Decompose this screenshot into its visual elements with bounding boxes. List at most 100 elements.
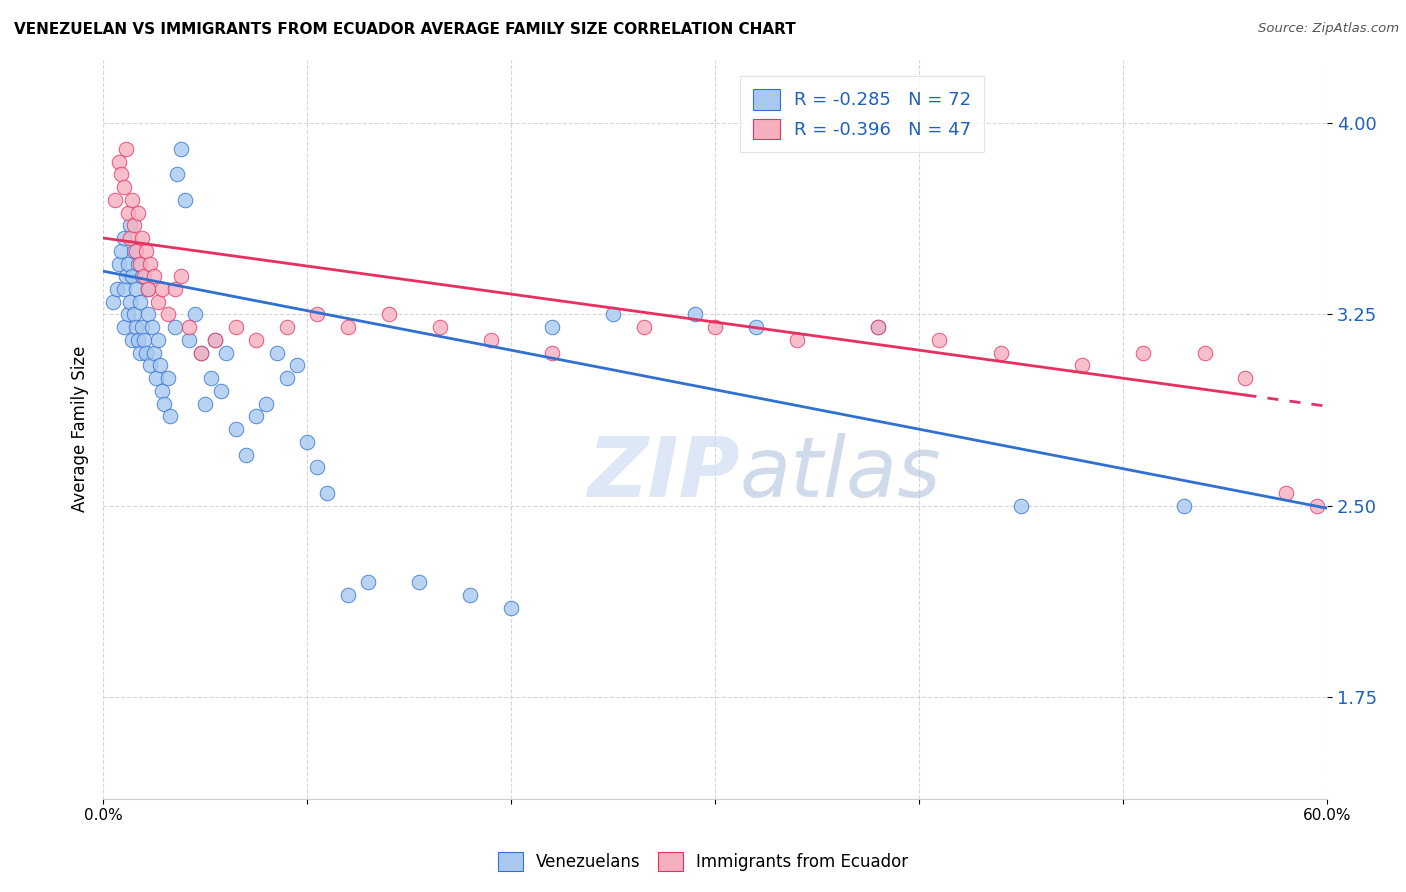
Point	[169, 269, 191, 284]
Point	[1173, 499, 1195, 513]
Point	[190, 345, 212, 359]
Point	[1071, 359, 1094, 373]
Point	[357, 575, 380, 590]
Point	[177, 333, 200, 347]
Point	[377, 308, 399, 322]
Point	[121, 193, 143, 207]
Point	[928, 333, 950, 347]
Legend: R = -0.285   N = 72, R = -0.396   N = 47: R = -0.285 N = 72, R = -0.396 N = 47	[740, 76, 984, 152]
Point	[173, 193, 195, 207]
Point	[122, 219, 145, 233]
Point	[139, 359, 162, 373]
Point	[163, 282, 186, 296]
Point	[307, 308, 329, 322]
Point	[136, 282, 159, 296]
Point	[479, 333, 502, 347]
Point	[114, 142, 136, 156]
Point	[266, 345, 288, 359]
Point	[204, 333, 226, 347]
Point	[135, 345, 157, 359]
Point	[131, 231, 153, 245]
Point	[128, 256, 150, 270]
Point	[200, 371, 222, 385]
Point	[127, 256, 149, 270]
Point	[114, 269, 136, 284]
Point	[254, 397, 277, 411]
Point	[1275, 486, 1298, 500]
Point	[118, 294, 141, 309]
Point	[1132, 345, 1154, 359]
Point	[128, 345, 150, 359]
Point	[131, 320, 153, 334]
Point	[108, 154, 131, 169]
Legend: Venezuelans, Immigrants from Ecuador: Venezuelans, Immigrants from Ecuador	[489, 843, 917, 880]
Point	[143, 345, 166, 359]
Point	[112, 320, 135, 334]
Point	[225, 320, 247, 334]
Point	[108, 256, 131, 270]
Point	[149, 359, 172, 373]
Point	[1010, 499, 1032, 513]
Point	[148, 333, 170, 347]
Point	[110, 244, 132, 258]
Point	[145, 371, 167, 385]
Point	[131, 269, 153, 284]
Point	[118, 219, 141, 233]
Point	[141, 320, 163, 334]
Y-axis label: Average Family Size: Average Family Size	[72, 346, 89, 512]
Point	[285, 359, 308, 373]
Point	[458, 588, 481, 602]
Point	[316, 486, 339, 500]
Point	[177, 320, 200, 334]
Point	[276, 320, 298, 334]
Point	[122, 308, 145, 322]
Point	[245, 333, 267, 347]
Point	[190, 345, 212, 359]
Point	[132, 269, 155, 284]
Point	[127, 205, 149, 219]
Point	[204, 333, 226, 347]
Point	[868, 320, 890, 334]
Point	[121, 269, 143, 284]
Point	[336, 320, 359, 334]
Point	[136, 308, 159, 322]
Point	[143, 269, 166, 284]
Point	[110, 167, 132, 181]
Point	[235, 448, 257, 462]
Point	[125, 282, 148, 296]
Point	[128, 294, 150, 309]
Point	[121, 333, 143, 347]
Point	[117, 308, 139, 322]
Point	[118, 231, 141, 245]
Point	[107, 282, 129, 296]
Point	[169, 142, 191, 156]
Point	[122, 244, 145, 258]
Point	[307, 460, 329, 475]
Point	[541, 345, 564, 359]
Text: atlas: atlas	[740, 433, 941, 514]
Point	[148, 294, 170, 309]
Point	[104, 193, 127, 207]
Point	[499, 600, 522, 615]
Point	[295, 434, 318, 449]
Point	[136, 282, 159, 296]
Point	[150, 384, 173, 398]
Point	[1194, 345, 1216, 359]
Point	[541, 320, 564, 334]
Point	[194, 397, 217, 411]
Text: VENEZUELAN VS IMMIGRANTS FROM ECUADOR AVERAGE FAMILY SIZE CORRELATION CHART: VENEZUELAN VS IMMIGRANTS FROM ECUADOR AV…	[14, 22, 796, 37]
Text: ZIP: ZIP	[586, 433, 740, 514]
Point	[683, 308, 706, 322]
Point	[429, 320, 451, 334]
Point	[225, 422, 247, 436]
Point	[786, 333, 808, 347]
Point	[117, 205, 139, 219]
Point	[408, 575, 430, 590]
Point	[117, 256, 139, 270]
Point	[704, 320, 727, 334]
Point	[163, 320, 186, 334]
Point	[139, 256, 162, 270]
Point	[127, 333, 149, 347]
Point	[132, 333, 155, 347]
Point	[166, 167, 188, 181]
